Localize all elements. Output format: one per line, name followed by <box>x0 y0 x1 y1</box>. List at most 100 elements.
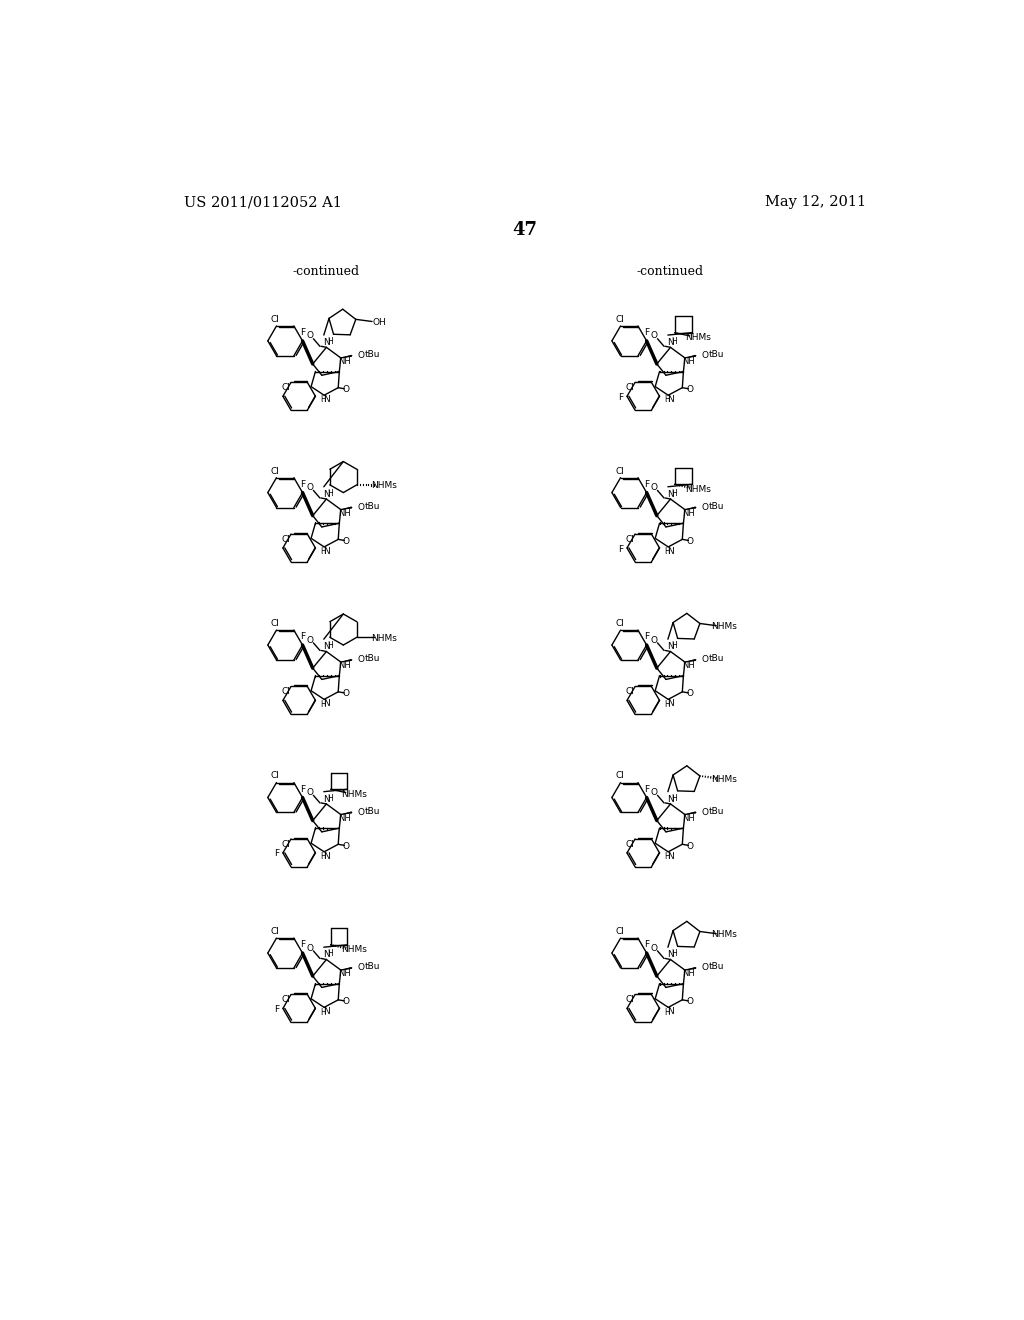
Text: NHMs: NHMs <box>711 775 736 784</box>
Text: Cl: Cl <box>626 688 635 697</box>
Text: O: O <box>686 385 693 393</box>
Polygon shape <box>302 953 314 977</box>
Text: H: H <box>328 488 333 498</box>
Text: F: F <box>618 393 624 401</box>
Text: Cl: Cl <box>271 315 280 323</box>
Text: H: H <box>321 548 326 556</box>
Text: N: N <box>667 643 674 651</box>
Text: N: N <box>667 950 674 960</box>
Text: N: N <box>324 546 330 556</box>
Text: O: O <box>686 842 693 850</box>
Text: NH: NH <box>683 969 695 978</box>
Text: Cl: Cl <box>615 466 624 475</box>
Text: NH: NH <box>683 661 695 671</box>
Text: F: F <box>300 785 305 793</box>
Text: F: F <box>274 1005 280 1014</box>
Text: tBu: tBu <box>365 502 380 511</box>
Polygon shape <box>302 645 314 669</box>
Text: O: O <box>650 944 657 953</box>
Text: Cl: Cl <box>282 383 291 392</box>
Text: NHMs: NHMs <box>711 931 736 940</box>
Text: F: F <box>300 632 305 642</box>
Text: H: H <box>672 642 677 651</box>
Text: N: N <box>324 1007 330 1016</box>
Text: H: H <box>672 488 677 498</box>
Text: H: H <box>328 337 333 346</box>
Text: O: O <box>650 636 657 644</box>
Text: H: H <box>328 642 333 651</box>
Text: N: N <box>668 395 674 404</box>
Text: NH: NH <box>683 510 695 517</box>
Text: H: H <box>321 853 326 861</box>
Text: Cl: Cl <box>271 619 280 628</box>
Text: H: H <box>672 949 677 958</box>
Text: Cl: Cl <box>271 466 280 475</box>
Text: F: F <box>274 850 280 858</box>
Text: Cl: Cl <box>626 840 635 849</box>
Text: N: N <box>668 851 674 861</box>
Text: Cl: Cl <box>626 995 635 1005</box>
Text: tBu: tBu <box>365 807 380 816</box>
Text: NHMs: NHMs <box>371 482 397 490</box>
Text: O: O <box>306 331 313 341</box>
Text: F: F <box>644 329 649 337</box>
Text: Cl: Cl <box>615 619 624 628</box>
Text: O: O <box>306 788 313 797</box>
Text: O: O <box>686 537 693 545</box>
Polygon shape <box>341 355 352 358</box>
Text: H: H <box>665 548 670 556</box>
Text: O: O <box>306 483 313 492</box>
Text: N: N <box>667 338 674 347</box>
Polygon shape <box>341 507 352 510</box>
Text: tBu: tBu <box>365 350 380 359</box>
Text: tBu: tBu <box>709 962 724 972</box>
Polygon shape <box>341 812 352 814</box>
Text: -continued: -continued <box>293 265 360 279</box>
Text: O: O <box>357 656 365 664</box>
Text: tBu: tBu <box>709 350 724 359</box>
Text: O: O <box>701 503 709 512</box>
Text: NH: NH <box>339 358 351 366</box>
Text: O: O <box>650 331 657 341</box>
Text: NH: NH <box>339 969 351 978</box>
Text: O: O <box>686 997 693 1006</box>
Text: NHMs: NHMs <box>341 789 368 799</box>
Polygon shape <box>685 966 696 970</box>
Text: tBu: tBu <box>365 962 380 972</box>
Text: Cl: Cl <box>615 771 624 780</box>
Text: Cl: Cl <box>282 688 291 697</box>
Text: Cl: Cl <box>282 535 291 544</box>
Text: Cl: Cl <box>626 535 635 544</box>
Text: F: F <box>644 785 649 793</box>
Text: O: O <box>701 351 709 360</box>
Text: H: H <box>321 1007 326 1016</box>
Text: NH: NH <box>683 814 695 822</box>
Text: NH: NH <box>339 814 351 822</box>
Text: H: H <box>321 396 326 404</box>
Text: N: N <box>324 851 330 861</box>
Text: N: N <box>323 950 330 960</box>
Polygon shape <box>685 355 696 358</box>
Polygon shape <box>646 953 658 977</box>
Text: O: O <box>357 808 365 817</box>
Polygon shape <box>646 492 658 516</box>
Text: F: F <box>300 329 305 337</box>
Polygon shape <box>646 645 658 669</box>
Polygon shape <box>685 812 696 814</box>
Text: tBu: tBu <box>709 655 724 664</box>
Text: F: F <box>644 480 649 488</box>
Text: O: O <box>306 944 313 953</box>
Text: F: F <box>300 480 305 488</box>
Text: O: O <box>342 537 349 545</box>
Text: NHMs: NHMs <box>686 484 712 494</box>
Text: H: H <box>665 700 670 709</box>
Text: O: O <box>686 689 693 698</box>
Text: NHMs: NHMs <box>341 945 368 954</box>
Text: H: H <box>672 337 677 346</box>
Text: F: F <box>644 632 649 642</box>
Text: H: H <box>665 1007 670 1016</box>
Polygon shape <box>685 507 696 510</box>
Text: Cl: Cl <box>271 771 280 780</box>
Text: N: N <box>323 643 330 651</box>
Text: O: O <box>650 788 657 797</box>
